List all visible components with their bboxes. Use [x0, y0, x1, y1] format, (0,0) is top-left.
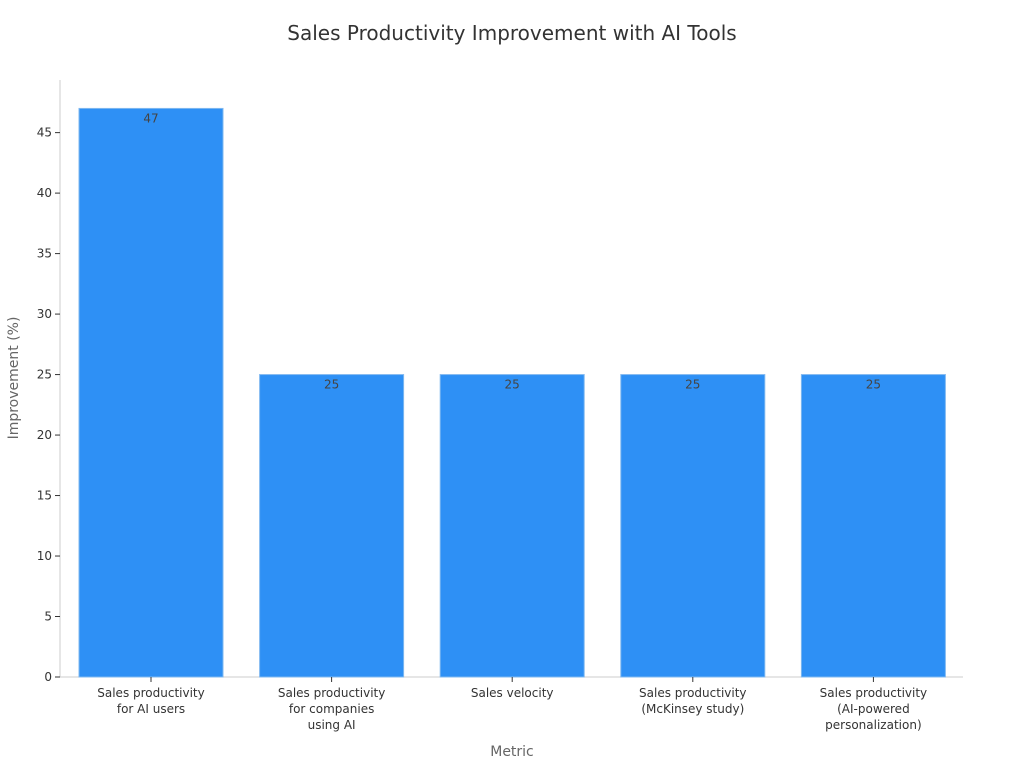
y-axis-label: Improvement (%) — [6, 317, 22, 440]
y-tick-label: 0 — [44, 670, 52, 684]
bar-value-label: 25 — [685, 378, 700, 392]
x-tick-label: Sales velocity — [471, 686, 554, 700]
x-tick-label-line: Sales productivity — [278, 686, 385, 700]
x-tick-label: Sales productivity (AI-powered personaliza… — [820, 686, 927, 732]
x-tick-label: Sales productivity (McKinsey study) — [639, 686, 746, 716]
chart-title: Sales Productivity Improvement with AI T… — [287, 21, 736, 45]
y-tick-label: 35 — [37, 247, 52, 261]
x-tick-label-line: Sales velocity — [471, 686, 554, 700]
y-tick-label: 45 — [37, 126, 52, 140]
y-tick-label: 10 — [37, 549, 52, 563]
x-tick-label: Sales productivity for AI users — [97, 686, 204, 716]
x-tick-label-line: (AI-powered — [837, 702, 910, 716]
x-tick-label-line: using AI — [308, 718, 356, 732]
y-tick-label: 30 — [37, 307, 52, 321]
y-tick-label: 20 — [37, 428, 52, 442]
x-tick-label-line: Sales productivity — [820, 686, 927, 700]
x-tick-label-line: for companies — [289, 702, 375, 716]
bar — [800, 374, 946, 678]
x-tick-label-line: personalization) — [825, 718, 921, 732]
bar — [439, 374, 585, 678]
x-tick-label-line: for AI users — [117, 702, 185, 716]
bar-value-label: 25 — [505, 378, 520, 392]
bar-value-label: 25 — [324, 378, 339, 392]
x-axis-label: Metric — [490, 744, 534, 760]
bar — [259, 374, 405, 678]
x-tick-label-line: (McKinsey study) — [641, 702, 744, 716]
plot-area: 0 5 10 15 20 25 30 35 40 45 47 Sales productivity fo… — [37, 80, 963, 732]
x-tick-label-line: Sales productivity — [97, 686, 204, 700]
y-tick-label: 40 — [37, 186, 52, 200]
bar — [620, 374, 766, 678]
bar-value-label: 25 — [866, 378, 881, 392]
y-tick-label: 25 — [37, 368, 52, 382]
x-tick-label-line: Sales productivity — [639, 686, 746, 700]
x-tick-label: Sales productivity for companies using AI — [278, 686, 385, 732]
y-tick-label: 15 — [37, 489, 52, 503]
bar-value-label: 47 — [143, 111, 158, 125]
y-tick-label: 5 — [44, 610, 52, 624]
bar — [78, 107, 224, 678]
